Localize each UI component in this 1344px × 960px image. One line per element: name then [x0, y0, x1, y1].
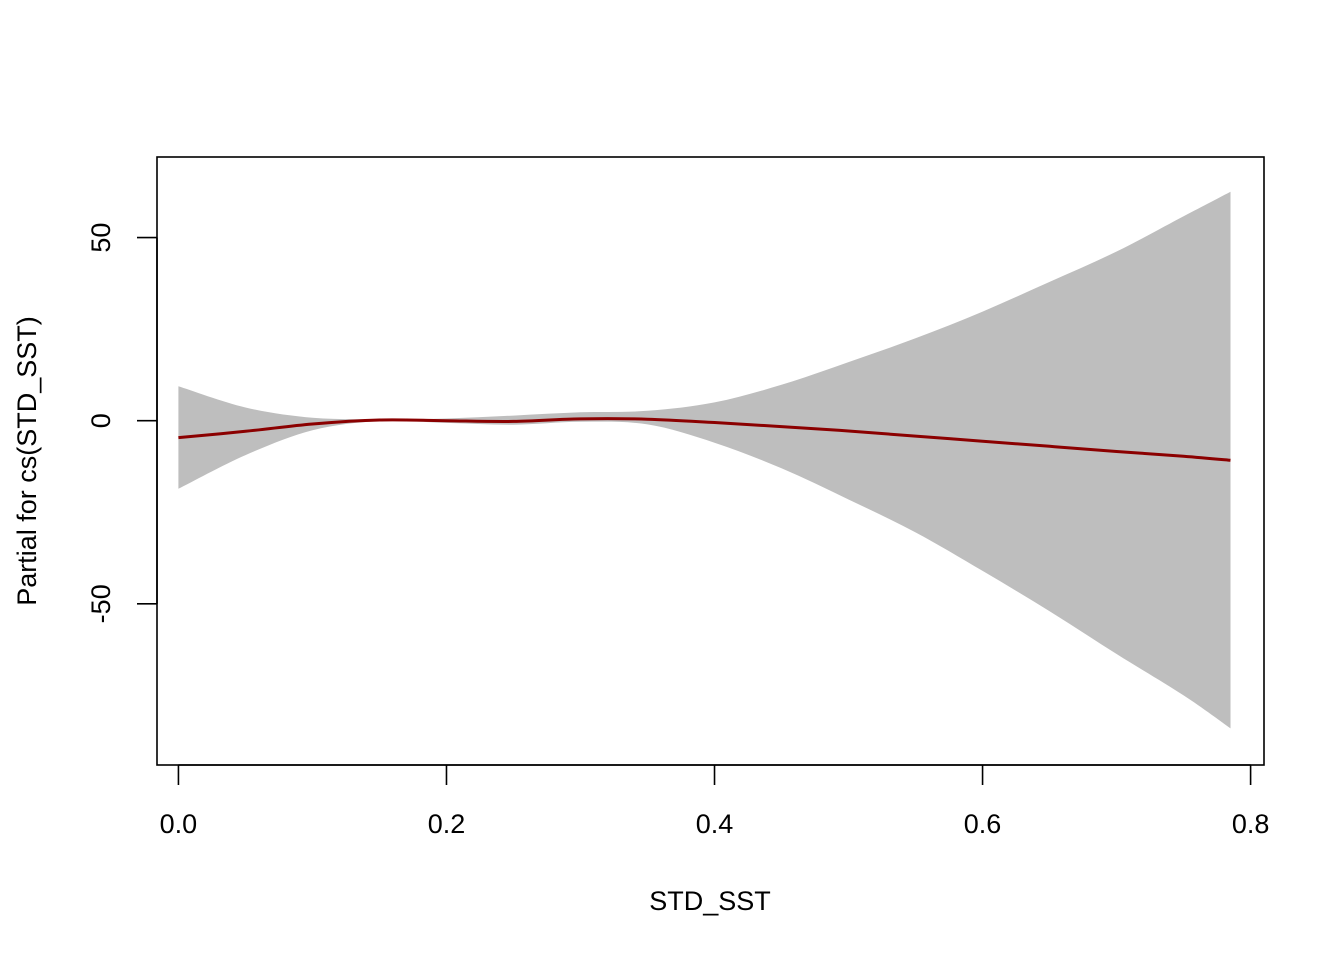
y-tick-label: 50 — [86, 223, 116, 253]
x-tick-label: 0.8 — [1232, 809, 1270, 839]
y-axis-title: Partial for cs(STD_SST) — [12, 316, 42, 606]
plot-area — [178, 191, 1231, 729]
x-tick-label: 0.2 — [428, 809, 466, 839]
y-tick-label: 0 — [86, 413, 116, 428]
x-axis-title: STD_SST — [649, 886, 771, 916]
x-tick-label: 0.4 — [696, 809, 734, 839]
y-axis: -50 0 50 — [86, 223, 158, 623]
fit-line — [178, 417, 1231, 462]
x-tick-label: 0.6 — [964, 809, 1002, 839]
x-axis: 0.0 0.2 0.4 0.6 0.8 — [160, 764, 1270, 839]
confidence-band — [178, 191, 1231, 729]
x-tick-label: 0.0 — [160, 809, 198, 839]
y-tick-label: -50 — [86, 584, 116, 623]
